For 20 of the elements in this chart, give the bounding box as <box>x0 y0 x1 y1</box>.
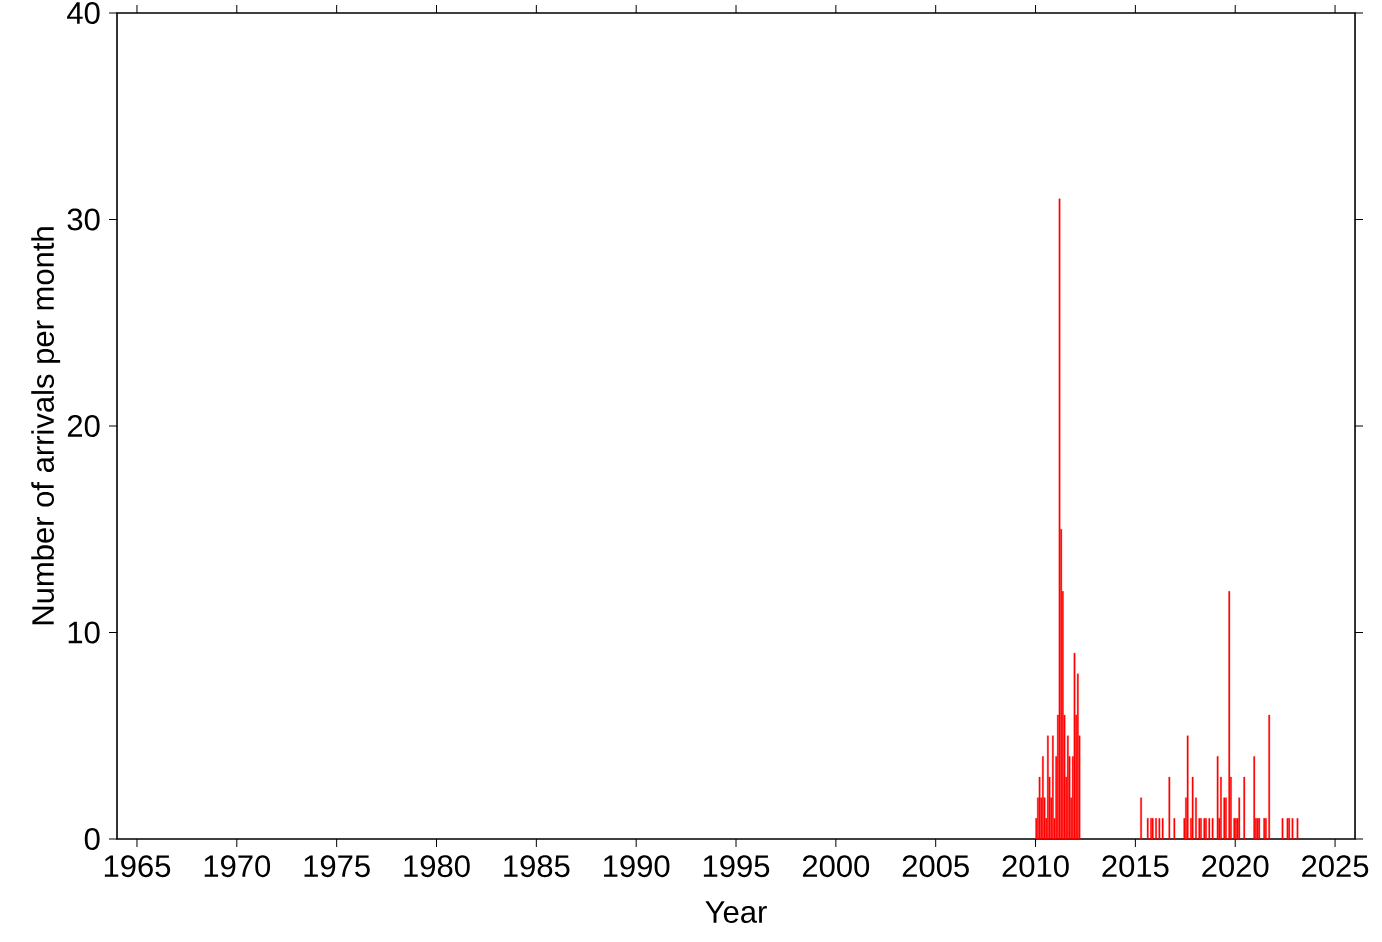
x-tick-label: 1970 <box>204 855 271 878</box>
x-tick-label: 1990 <box>604 855 670 878</box>
y-tick-label: 10 <box>68 621 100 644</box>
x-tick-label: 2005 <box>902 855 969 878</box>
x-tick-label: 2010 <box>1002 855 1069 878</box>
y-axis-title: Number of arrivals per month <box>31 227 61 625</box>
y-tick-label: 40 <box>67 2 100 24</box>
y-tick-label: 0 <box>84 828 100 850</box>
x-tick-label: 2000 <box>802 855 870 878</box>
x-tick-label: 2020 <box>1202 855 1269 878</box>
x-axis-title: Year <box>705 901 767 923</box>
x-tick-label: 2025 <box>1302 855 1369 878</box>
x-tick-label: 1985 <box>504 855 570 878</box>
x-tick-label: 1995 <box>703 855 770 878</box>
x-tick-label: 2015 <box>1102 855 1169 878</box>
x-tick-label: 1975 <box>304 855 370 878</box>
x-tick-label: 1980 <box>404 855 470 878</box>
x-tick-label: 1965 <box>104 855 171 878</box>
y-tick-label: 30 <box>67 208 100 231</box>
y-tick-label: 20 <box>67 415 100 437</box>
